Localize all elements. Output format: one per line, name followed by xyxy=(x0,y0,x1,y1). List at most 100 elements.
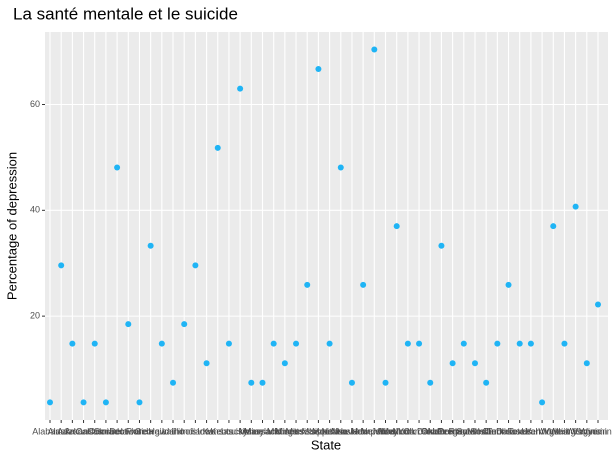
point xyxy=(114,164,121,171)
x-tick-label: Louisiana xyxy=(221,426,260,436)
point xyxy=(550,223,557,230)
x-tick-label: Nevada xyxy=(336,426,367,436)
x-axis-title: State xyxy=(311,437,341,452)
point xyxy=(214,144,221,151)
point xyxy=(416,340,423,347)
x-tick-label: Kentucky xyxy=(210,426,248,436)
point xyxy=(304,281,311,288)
x-tick-label: Vermont xyxy=(525,426,559,436)
point xyxy=(293,340,300,347)
x-tick-label: Idaho xyxy=(162,426,185,436)
x-tick-label: Pennsylvania xyxy=(437,426,491,436)
x-tick-label: Iowa xyxy=(197,426,216,436)
point xyxy=(102,399,109,406)
point xyxy=(404,340,411,347)
x-tick-label: Kansas xyxy=(203,426,234,436)
point xyxy=(348,379,355,386)
x-tick-label: South Carolina xyxy=(456,426,516,436)
point xyxy=(505,281,512,288)
point xyxy=(181,321,188,328)
x-tick-label: Montana xyxy=(312,426,347,436)
point xyxy=(360,281,367,288)
x-tick-label: Florida xyxy=(126,426,154,436)
point xyxy=(494,340,501,347)
x-tick-label: New Hampshire xyxy=(331,426,395,436)
x-tick-label: North Carolina xyxy=(379,426,437,436)
point xyxy=(483,379,490,386)
x-tick-label: Indiana xyxy=(181,426,211,436)
x-tick-label: Wyoming xyxy=(579,426,612,436)
x-tick-label: North Dakota xyxy=(393,426,446,436)
point xyxy=(371,46,378,53)
point xyxy=(583,360,590,367)
x-tick-label: Nebraska xyxy=(322,426,361,436)
point xyxy=(136,399,143,406)
point xyxy=(315,66,322,73)
x-tick-label: Arkansas xyxy=(65,426,103,436)
x-tick-label: Illinois xyxy=(172,426,198,436)
x-tick-label: Rhode Island xyxy=(448,426,501,436)
x-tick-label: Georgia xyxy=(135,426,167,436)
point xyxy=(561,340,568,347)
y-tick-label: 20 xyxy=(30,311,40,321)
point xyxy=(270,340,277,347)
x-tick-label: West Virginia xyxy=(549,426,602,436)
point xyxy=(125,321,132,328)
x-tick-label: Hawaii xyxy=(148,426,175,436)
x-tick-label: Connecticut xyxy=(93,426,141,436)
x-tick-label: Minnesota xyxy=(275,426,317,436)
point xyxy=(158,340,165,347)
point xyxy=(259,379,266,386)
point xyxy=(449,360,456,367)
x-tick-label: Mississippi xyxy=(285,426,329,436)
x-tick-label: Ohio xyxy=(421,426,440,436)
panel xyxy=(45,32,608,420)
x-tick-label: Alabama xyxy=(32,426,68,436)
point xyxy=(516,340,523,347)
x-tick-label: New Mexico xyxy=(361,426,410,436)
point xyxy=(471,360,478,367)
x-tick-label: New Jersey xyxy=(351,426,399,436)
x-tick-label: Oklahoma xyxy=(421,426,462,436)
x-tick-label: California xyxy=(76,426,114,436)
x-tick-label: Wisconsin xyxy=(566,426,607,436)
y-tick-label: 40 xyxy=(30,205,40,215)
point xyxy=(248,379,255,386)
point xyxy=(170,379,177,386)
x-tick-label: Maryland xyxy=(244,426,281,436)
point xyxy=(527,340,534,347)
point xyxy=(237,85,244,92)
point xyxy=(69,340,76,347)
x-tick-label: Delaware xyxy=(109,426,147,436)
point xyxy=(382,379,389,386)
point xyxy=(80,399,87,406)
point xyxy=(326,340,333,347)
x-tick-label: New York xyxy=(378,426,417,436)
point xyxy=(47,399,53,406)
point xyxy=(572,203,579,210)
x-tick-label: Arizona xyxy=(57,426,88,436)
x-tick-label: Alaska xyxy=(48,426,75,436)
point xyxy=(393,223,400,230)
point xyxy=(281,360,288,367)
x-tick-label: Michigan xyxy=(267,426,303,436)
point xyxy=(438,242,445,249)
point xyxy=(595,301,601,308)
x-tick-label: South Dakota xyxy=(470,426,525,436)
x-tick-label: Maine xyxy=(239,426,264,436)
x-tick-label: Massachusetts xyxy=(244,426,305,436)
chart-title: La santé mentale et le suicide xyxy=(13,4,238,23)
point xyxy=(147,242,154,249)
x-tick-label: Texas xyxy=(508,426,532,436)
x-tick-label: Virginia xyxy=(538,426,568,436)
point xyxy=(460,340,467,347)
point xyxy=(58,262,65,269)
point xyxy=(539,399,546,406)
point xyxy=(225,340,232,347)
x-tick-label: Colorado xyxy=(88,426,125,436)
point xyxy=(203,360,210,367)
x-tick-label: Utah xyxy=(521,426,540,436)
point xyxy=(91,340,98,347)
point xyxy=(427,379,434,386)
